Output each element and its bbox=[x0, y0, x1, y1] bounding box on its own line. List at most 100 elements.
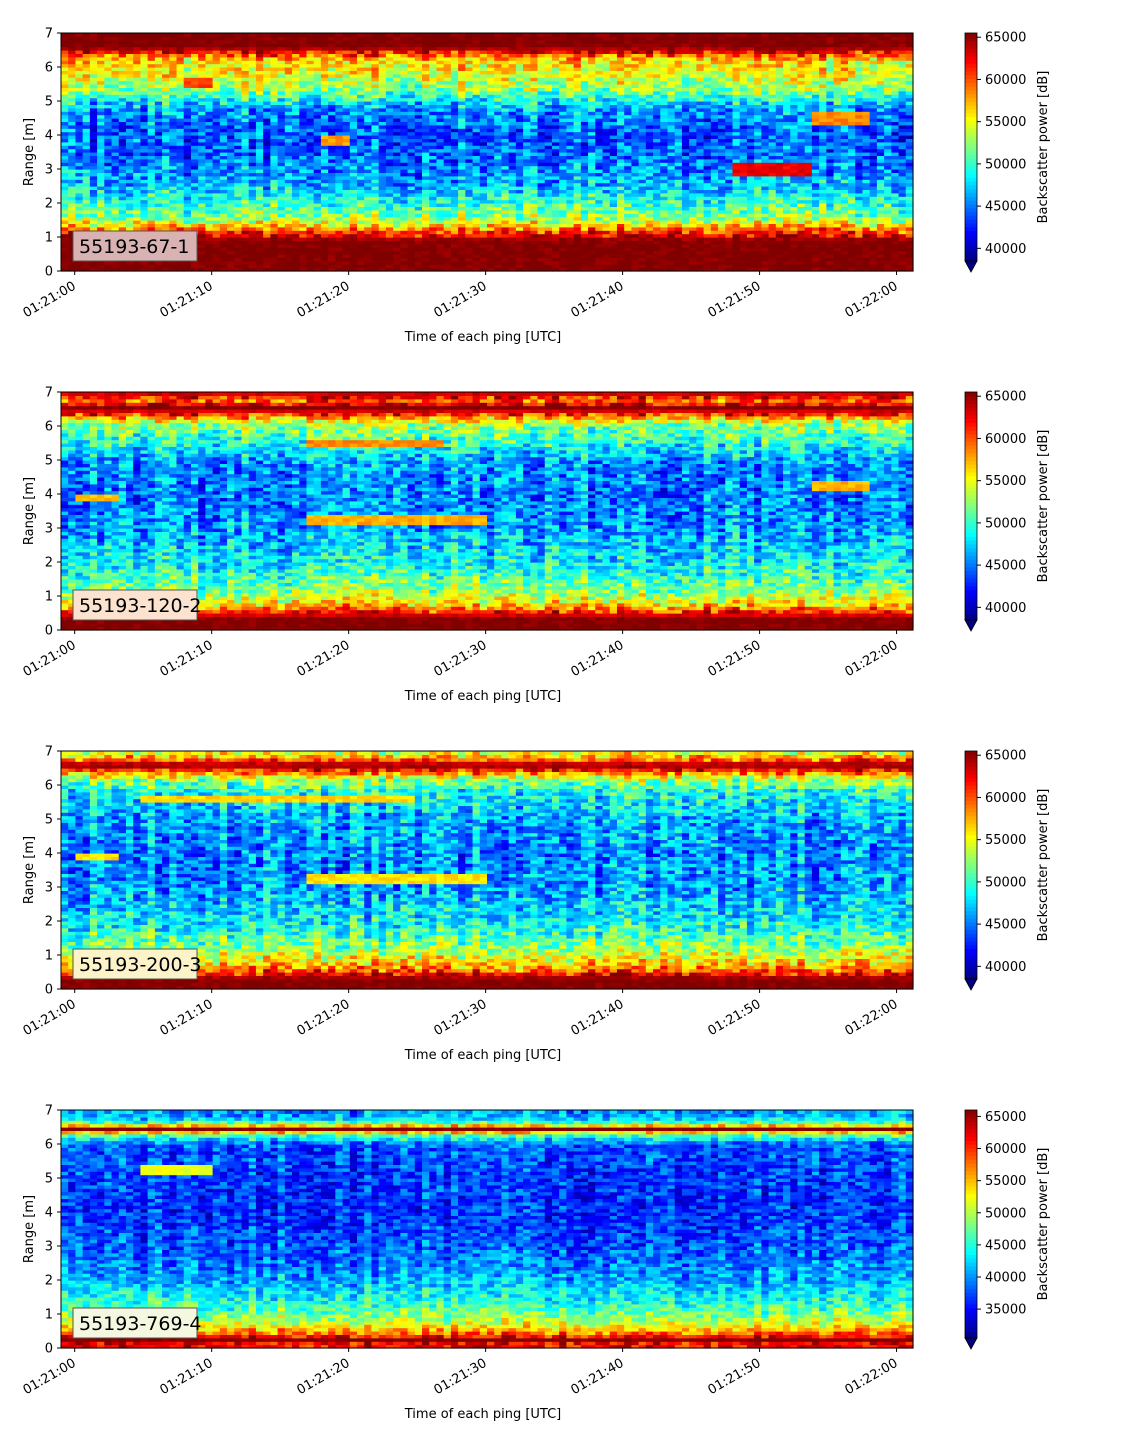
heatmap-cell bbox=[183, 87, 192, 92]
heatmap-cell bbox=[255, 226, 264, 231]
heatmap-cell bbox=[227, 114, 235, 119]
heatmap-cell bbox=[335, 118, 344, 122]
heatmap-cell bbox=[364, 90, 373, 95]
heatmap-cell bbox=[508, 243, 517, 248]
heatmap-cell bbox=[292, 233, 300, 238]
heatmap-cell bbox=[277, 169, 286, 173]
heatmap-cell bbox=[313, 56, 322, 61]
heatmap-cell bbox=[270, 124, 279, 129]
heatmap-cell bbox=[190, 182, 199, 187]
heatmap-cell bbox=[61, 128, 69, 133]
heatmap-cell bbox=[219, 230, 228, 235]
heatmap-cell bbox=[277, 196, 286, 201]
heatmap-cell bbox=[284, 169, 293, 173]
heatmap-cell bbox=[111, 50, 120, 54]
heatmap-cell bbox=[68, 192, 77, 197]
heatmap-cell bbox=[89, 172, 98, 177]
heatmap-cell bbox=[97, 63, 105, 68]
heatmap-cell bbox=[349, 36, 358, 41]
heatmap-cell bbox=[320, 206, 329, 211]
heatmap-cell bbox=[234, 182, 243, 187]
heatmap-cell bbox=[198, 138, 207, 143]
heatmap-cell bbox=[227, 101, 235, 105]
heatmap-cell bbox=[133, 60, 142, 65]
heatmap-cell bbox=[277, 254, 286, 258]
heatmap-cell bbox=[443, 209, 452, 214]
heatmap-cell bbox=[176, 165, 185, 170]
heatmap-cell bbox=[349, 121, 358, 126]
heatmap-cell bbox=[292, 196, 300, 201]
heatmap-cell bbox=[566, 226, 575, 231]
heatmap-cell bbox=[154, 155, 163, 160]
heatmap-cell bbox=[306, 247, 315, 252]
heatmap-cell bbox=[104, 87, 113, 92]
heatmap-cell bbox=[133, 260, 142, 265]
heatmap-cell bbox=[429, 233, 438, 238]
heatmap-cell bbox=[349, 189, 358, 194]
heatmap-cell bbox=[227, 247, 235, 252]
heatmap-cell bbox=[407, 192, 416, 197]
heatmap-cell bbox=[205, 213, 214, 218]
heatmap-cell bbox=[465, 216, 474, 221]
heatmap-cell bbox=[169, 172, 178, 177]
heatmap-cell bbox=[97, 118, 105, 122]
heatmap-cell bbox=[125, 70, 134, 75]
heatmap-cell bbox=[270, 80, 279, 85]
heatmap-cell bbox=[306, 128, 315, 133]
heatmap-cell bbox=[97, 223, 105, 228]
heatmap-cell bbox=[342, 155, 351, 160]
heatmap-cell bbox=[198, 192, 207, 197]
heatmap-cell bbox=[530, 33, 539, 37]
heatmap-cell bbox=[284, 128, 293, 133]
heatmap-cell bbox=[342, 107, 351, 112]
heatmap-cell bbox=[349, 233, 358, 238]
heatmap-cell bbox=[313, 87, 322, 92]
heatmap-cell bbox=[198, 172, 207, 177]
heatmap-cell bbox=[501, 192, 510, 197]
heatmap-cell bbox=[219, 223, 228, 228]
heatmap-cell bbox=[436, 250, 445, 255]
heatmap-cell bbox=[284, 220, 293, 224]
heatmap-cell bbox=[205, 131, 214, 136]
heatmap-cell bbox=[68, 87, 77, 92]
heatmap-cell bbox=[68, 199, 77, 204]
heatmap-cell bbox=[400, 209, 409, 214]
heatmap-cell bbox=[234, 264, 243, 269]
heatmap-cell bbox=[169, 77, 178, 82]
heatmap-cell bbox=[234, 53, 243, 58]
heatmap-cell bbox=[422, 33, 430, 37]
heatmap-cell bbox=[422, 243, 430, 248]
heatmap-cell bbox=[299, 175, 308, 180]
heatmap-cell bbox=[277, 209, 286, 214]
heatmap-cell bbox=[212, 80, 221, 85]
heatmap-cell bbox=[133, 209, 142, 214]
heatmap-cell bbox=[97, 107, 105, 112]
heatmap-cell bbox=[284, 84, 293, 88]
heatmap-cell bbox=[97, 56, 105, 61]
heatmap-cell bbox=[335, 192, 344, 197]
heatmap-cell bbox=[342, 216, 351, 221]
heatmap-cell bbox=[270, 128, 279, 133]
heatmap-cell bbox=[89, 46, 98, 51]
heatmap-cell bbox=[190, 169, 199, 173]
heatmap-cell bbox=[198, 196, 207, 201]
heatmap-cell bbox=[465, 182, 474, 187]
heatmap-cell bbox=[75, 114, 84, 119]
heatmap-cell bbox=[299, 43, 308, 48]
heatmap-cell bbox=[104, 220, 113, 224]
heatmap-cell bbox=[234, 209, 243, 214]
heatmap-cell bbox=[400, 158, 409, 163]
heatmap-cell bbox=[306, 172, 315, 177]
heatmap-cell bbox=[292, 162, 300, 167]
heatmap-cell bbox=[82, 111, 91, 116]
heatmap-cell bbox=[176, 97, 185, 102]
heatmap-cell bbox=[349, 50, 358, 54]
heatmap-cell bbox=[284, 131, 293, 136]
heatmap-cell bbox=[320, 53, 329, 58]
heatmap-cell bbox=[183, 223, 192, 228]
heatmap-cell bbox=[234, 56, 243, 61]
heatmap-cell bbox=[306, 230, 315, 235]
heatmap-cell bbox=[364, 53, 373, 58]
heatmap-cell bbox=[364, 169, 373, 173]
heatmap-cell bbox=[284, 260, 293, 265]
